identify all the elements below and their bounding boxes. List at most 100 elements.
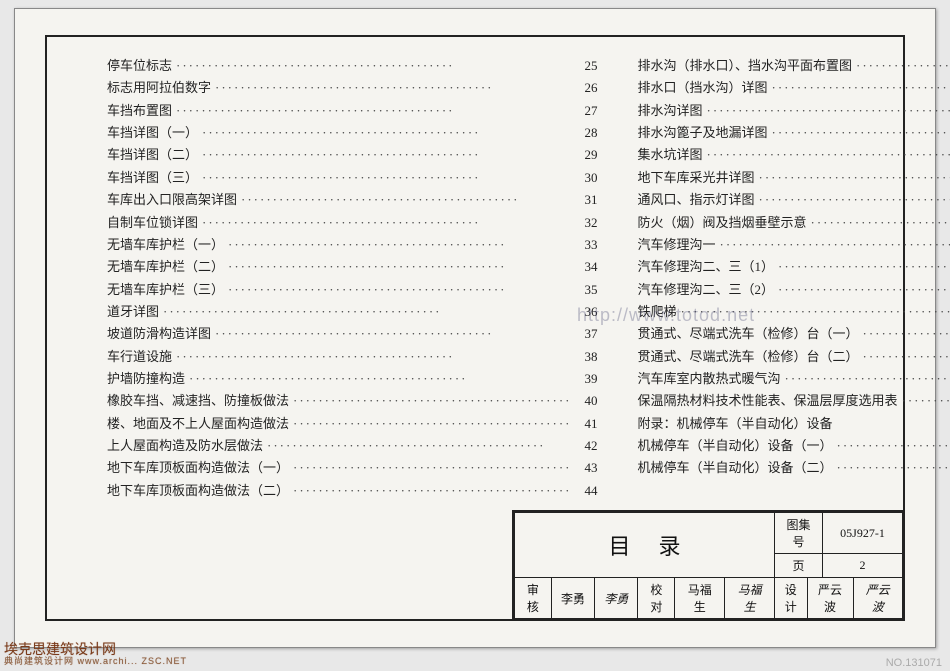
toc-row: 汽车库室内散热式暖气沟·····························…	[638, 368, 950, 390]
toc-leader-dots: ········································…	[198, 144, 575, 166]
toc-row: 车挡详图（二）·································…	[107, 144, 598, 166]
toc-title: 坡道防滑构造详图	[107, 323, 211, 345]
toc-row: 排水沟详图···································…	[638, 100, 950, 122]
toc-title: 汽车修理沟二、三（2）	[638, 279, 775, 301]
toc-page-number: 26	[576, 77, 598, 99]
toc-leader-dots: ········································…	[833, 457, 950, 479]
drawing-set-value: 05J927-1	[823, 513, 903, 554]
toc-leader-dots: ········································…	[677, 301, 950, 323]
toc-leader-dots: ········································…	[716, 234, 950, 256]
toc-row: 停车位标志···································…	[107, 55, 598, 77]
toc-row: 无墙车库护栏（三）·······························…	[107, 279, 598, 301]
toc-title: 机械停车（半自动化）设备（二）	[638, 457, 833, 479]
toc-row: 机械停车（半自动化）设备（一）·························…	[638, 435, 950, 457]
toc-leader-dots: ········································…	[185, 368, 575, 390]
footer-brand: 埃克思建筑设计网 典尚建筑设计网 www.archi... ZSC.NET	[4, 642, 187, 667]
toc-page-number: 36	[576, 301, 598, 323]
review-label: 审核	[515, 578, 552, 619]
toc-row: 橡胶车挡、减速挡、防撞板做法··························…	[107, 390, 598, 412]
toc-title: 附录：机械停车（半自动化）设备	[638, 413, 833, 435]
toc-leader-dots: ········································…	[263, 435, 575, 457]
toc-row: 上人屋面构造及防水层做法····························…	[107, 435, 598, 457]
toc-title: 车行道设施	[107, 346, 172, 368]
toc-title: 无墙车库护栏（二）	[107, 256, 224, 278]
inner-frame: 停车位标志···································…	[45, 35, 905, 621]
footer-id: NO.131071	[886, 657, 942, 669]
toc-page-number: 43	[576, 457, 598, 479]
toc-page-number: 41	[576, 413, 598, 435]
toc-title: 通风口、指示灯详图	[638, 189, 755, 211]
toc-row: 铁爬梯·····································…	[638, 301, 950, 323]
toc-title: 楼、地面及不上人屋面构造做法	[107, 413, 289, 435]
toc-row: 汽车修理沟二、三（1）·····························…	[638, 256, 950, 278]
toc-page-number: 25	[576, 55, 598, 77]
design-name: 严云波	[807, 578, 853, 618]
toc-title: 地下车库采光井详图	[638, 167, 755, 189]
toc-row: 自制车位锁详图·································…	[107, 212, 598, 234]
toc-page-number: 28	[576, 122, 598, 144]
toc-page-number: 27	[576, 100, 598, 122]
toc-row: 贯通式、尽端式洗车（检修）台（一）·······················…	[638, 323, 950, 345]
toc-leader-dots: ········································…	[289, 413, 575, 435]
toc-leader-dots: ········································…	[703, 144, 950, 166]
toc-row: 地下车库顶板面构造做法（二）··························…	[107, 480, 598, 502]
design-signature: 严云波	[853, 578, 902, 618]
page-value: 2	[823, 554, 903, 578]
toc-leader-dots: ········································…	[211, 323, 575, 345]
design-label: 设计	[775, 578, 807, 618]
toc-title: 机械停车（半自动化）设备（一）	[638, 435, 833, 457]
toc-title: 地下车库顶板面构造做法（二）	[107, 480, 289, 502]
toc-leader-dots: ········································…	[237, 189, 575, 211]
toc-row: 排水口（挡水沟）详图······························…	[638, 77, 950, 99]
toc-leader-dots: ········································…	[755, 189, 950, 211]
toc-leader-dots: ········································…	[198, 212, 575, 234]
toc-row: 无墙车库护栏（二）·······························…	[107, 256, 598, 278]
toc-row: 机械停车（半自动化）设备（二）·························…	[638, 457, 950, 479]
toc-leader-dots: ········································…	[768, 77, 950, 99]
toc-title: 防火（烟）阀及挡烟垂壁示意	[638, 212, 807, 234]
toc-leader-dots: ········································…	[755, 167, 950, 189]
toc-title: 保温隔热材料技术性能表、保温层厚度选用表	[638, 390, 898, 412]
toc-title: 集水坑详图	[638, 144, 703, 166]
toc-page-number: 30	[576, 167, 598, 189]
toc-column-left: 停车位标志···································…	[107, 55, 598, 539]
check-signature: 马福生	[725, 578, 775, 619]
toc-leader-dots: ········································…	[774, 279, 950, 301]
toc-page-number: 38	[576, 346, 598, 368]
toc-leader-dots: ········································…	[859, 346, 950, 368]
toc-row: 排水沟（排水口）、挡水沟平面布置图·······················…	[638, 55, 950, 77]
toc-page-number: 44	[576, 480, 598, 502]
check-label: 校对	[638, 578, 675, 619]
toc-leader-dots: ········································…	[774, 256, 950, 278]
toc-title: 汽车修理沟二、三（1）	[638, 256, 775, 278]
toc-page-number: 37	[576, 323, 598, 345]
toc-title: 车挡详图（二）	[107, 144, 198, 166]
toc-row: 地下车库采光井详图·······························…	[638, 167, 950, 189]
toc-title: 无墙车库护栏（三）	[107, 279, 224, 301]
toc-row: 车行道设施···································…	[107, 346, 598, 368]
page-label: 页	[775, 554, 823, 578]
toc-leader-dots: ········································…	[172, 100, 575, 122]
toc-leader-dots: ········································…	[224, 234, 575, 256]
toc-title: 车挡详图（一）	[107, 122, 198, 144]
toc-leader-dots: ········································…	[224, 256, 575, 278]
toc-page-number: 35	[576, 279, 598, 301]
toc-title: 汽车修理沟一	[638, 234, 716, 256]
toc-title: 护墙防撞构造	[107, 368, 185, 390]
document-page: 停车位标志···································…	[14, 8, 936, 648]
drawing-set-label: 图集号	[775, 513, 823, 554]
toc-title: 排水沟（排水口）、挡水沟平面布置图	[638, 55, 853, 77]
toc-title: 标志用阿拉伯数字	[107, 77, 211, 99]
toc-row: 坡道防滑构造详图································…	[107, 323, 598, 345]
toc-title: 车挡详图（三）	[107, 167, 198, 189]
toc-page-number: 40	[576, 390, 598, 412]
toc-row: 汽车修理沟一··································…	[638, 234, 950, 256]
toc-row: 汽车修理沟二、三（2）·····························…	[638, 279, 950, 301]
toc-title: 上人屋面构造及防水层做法	[107, 435, 263, 457]
footer-brand-text: 埃克思建筑设计网	[4, 642, 187, 657]
toc-row: 道牙详图····································…	[107, 301, 598, 323]
toc-leader-dots: ········································…	[198, 167, 575, 189]
toc-leader-dots: ········································…	[859, 323, 950, 345]
toc-page-number: 31	[576, 189, 598, 211]
toc-row: 防火（烟）阀及挡烟垂壁示意···························…	[638, 212, 950, 234]
